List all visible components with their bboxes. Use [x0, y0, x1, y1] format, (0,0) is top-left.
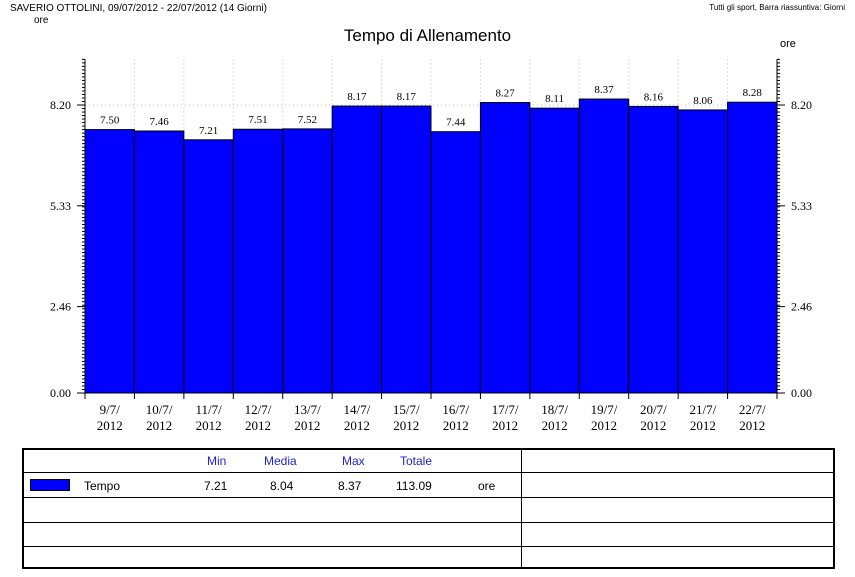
table-row-divider — [24, 546, 833, 547]
bar-value-label: 8.17 — [347, 91, 367, 103]
y-tick-label-left: 2.46 — [50, 300, 71, 314]
x-tick-label: 18/7/2012 — [541, 402, 568, 433]
bar — [84, 129, 135, 394]
x-tick-label: 17/7/2012 — [492, 402, 519, 433]
row-totale: 113.09 — [396, 479, 432, 493]
table-row-divider — [24, 472, 833, 473]
x-tick-label: 22/7/2012 — [739, 402, 766, 433]
x-tick-label: 13/7/2012 — [294, 402, 321, 433]
y-axis-unit-right: ore — [780, 38, 796, 50]
summary-table: Min Media Max Totale Tempo 7.21 8.04 8.3… — [22, 448, 835, 569]
x-tick-label: 20/7/2012 — [640, 402, 667, 433]
y-tick-label-left: 5.33 — [50, 199, 71, 213]
bar-value-label: 8.37 — [594, 84, 614, 96]
bar-value-label: 7.21 — [199, 125, 218, 137]
x-tick-label: 12/7/2012 — [245, 402, 272, 433]
bar — [183, 139, 234, 394]
y-tick-label-right: 8.20 — [791, 98, 812, 112]
bar — [381, 105, 432, 394]
bar-value-label: 7.50 — [100, 115, 120, 127]
header-min: Min — [207, 454, 227, 468]
row-name: Tempo — [84, 479, 121, 493]
table-row-divider — [24, 522, 833, 523]
table-divider — [521, 450, 522, 567]
bar — [479, 102, 531, 394]
x-tick-label: 19/7/2012 — [591, 402, 618, 433]
bar-value-label: 8.11 — [545, 93, 564, 105]
bar-value-label: 8.28 — [743, 87, 763, 99]
bar-value-label: 7.44 — [446, 117, 466, 129]
x-tick-label: 15/7/2012 — [393, 402, 420, 433]
x-tick-label: 14/7/2012 — [343, 402, 370, 433]
row-min: 7.21 — [204, 479, 228, 493]
chart-title: Tempo di Allenamento — [343, 26, 512, 45]
chart-subtitle-left: SAVERIO OTTOLINI, 09/07/2012 - 22/07/201… — [10, 3, 267, 14]
header-media: Media — [264, 454, 297, 468]
bar — [282, 128, 333, 394]
y-tick-label-right: 5.33 — [791, 199, 812, 213]
bar — [430, 131, 481, 394]
bar — [677, 109, 729, 394]
bar — [331, 105, 383, 394]
bar — [628, 105, 679, 394]
header-max: Max — [342, 454, 365, 468]
row-max: 8.37 — [338, 479, 362, 493]
y-tick-label-right: 0.00 — [791, 386, 812, 400]
bar-value-label: 8.06 — [693, 95, 713, 107]
bar — [578, 98, 630, 394]
chart-subtitle-right: Tutti gli sport, Barra riassuntiva: Gior… — [709, 3, 845, 12]
bar — [232, 128, 284, 394]
row-unit: ore — [478, 479, 496, 493]
bar — [529, 107, 580, 394]
x-tick-label: 9/7/2012 — [97, 402, 123, 433]
x-tick-label: 16/7/2012 — [442, 402, 469, 433]
legend-swatch — [30, 479, 70, 491]
y-tick-label-left: 0.00 — [50, 386, 71, 400]
y-tick-label-right: 2.46 — [791, 300, 812, 314]
bar-value-label: 8.16 — [644, 91, 664, 103]
bar-value-label: 7.46 — [150, 116, 170, 128]
x-tick-label: 21/7/2012 — [689, 402, 716, 433]
row-media: 8.04 — [270, 479, 294, 493]
x-tick-label: 11/7/2012 — [195, 402, 222, 433]
bar-chart: 7.50 7.46 7.21 7.51 7.52 8.17 8.17 7.44 8.27 8.11… — [50, 58, 812, 433]
table-row-divider — [24, 497, 833, 498]
bar — [727, 101, 778, 394]
y-tick-label-left: 8.20 — [50, 98, 71, 112]
bar-value-label: 7.51 — [248, 114, 267, 126]
bar-value-label: 8.27 — [496, 88, 516, 100]
bar-value-label: 7.52 — [298, 114, 317, 126]
bar-value-label: 8.17 — [397, 91, 417, 103]
header-totale: Totale — [400, 454, 433, 468]
y-axis-unit-left: ore — [34, 15, 49, 26]
bar — [133, 130, 185, 394]
x-tick-label: 10/7/2012 — [146, 402, 173, 433]
